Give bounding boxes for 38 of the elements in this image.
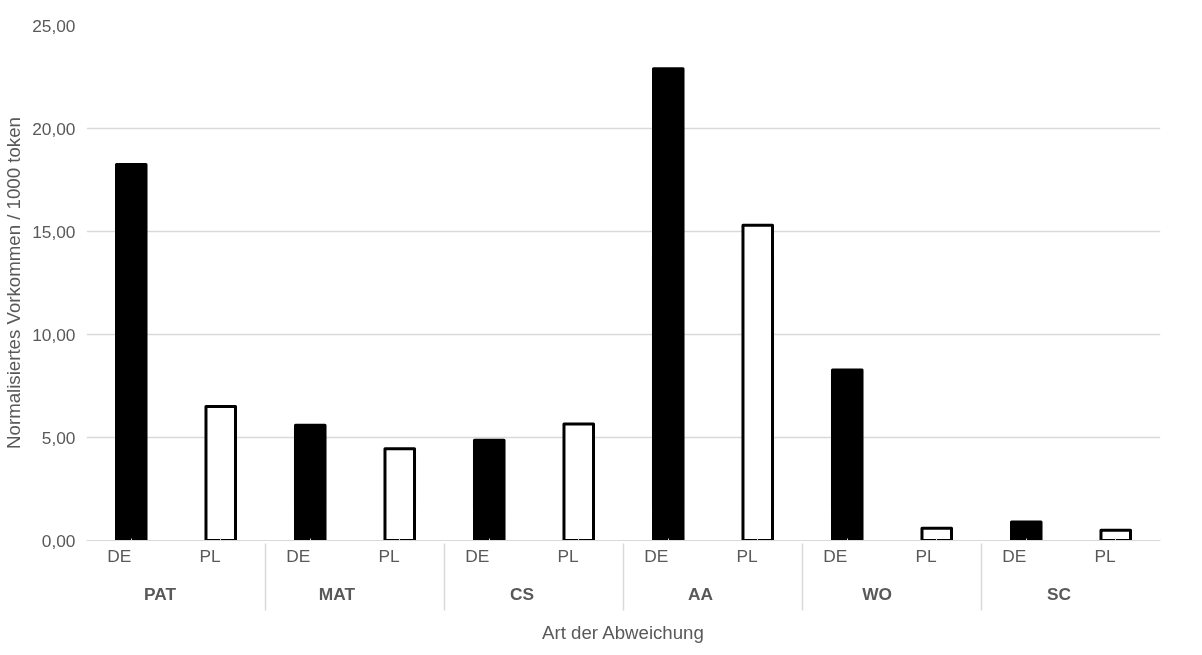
bar <box>383 447 417 541</box>
bar <box>920 526 954 541</box>
text: PL <box>1094 545 1116 566</box>
bar <box>114 163 148 541</box>
bar <box>830 368 864 541</box>
text: DE <box>465 545 490 566</box>
bar <box>1009 520 1043 541</box>
text: DE <box>286 545 311 566</box>
series-label: DE <box>107 545 132 566</box>
x-tick-label: PAT <box>143 583 177 604</box>
y-tick-label: 25,00 <box>32 15 76 36</box>
x-tick-label: MAT <box>318 583 356 604</box>
bar <box>204 405 238 541</box>
y-axis-title: Normalisiertes Vorkommen / 1000 token <box>3 117 25 449</box>
x-tick-label: SC <box>1046 583 1072 604</box>
text: PL <box>378 545 400 566</box>
y-tick-label: 5,00 <box>41 427 76 448</box>
bar <box>562 422 596 541</box>
x-tick-label: AA <box>687 583 714 604</box>
text: PL <box>915 545 937 566</box>
x-axis-title: Art der Abweichung <box>542 621 704 643</box>
y-tick-label: 20,00 <box>32 118 76 139</box>
text: DE <box>823 545 848 566</box>
text: PL <box>736 545 758 566</box>
y-tick-label: 15,00 <box>32 221 76 242</box>
y-tick-label: 0,00 <box>41 530 76 551</box>
series-label: PL <box>199 545 222 566</box>
text: DE <box>644 545 669 566</box>
bar <box>1099 528 1133 541</box>
text: PL <box>557 545 579 566</box>
text: DE <box>1002 545 1027 566</box>
bar <box>472 438 506 541</box>
bar <box>741 223 775 541</box>
x-tick-label: WO <box>862 583 893 604</box>
y-tick-label: 10,00 <box>32 324 76 345</box>
x-tick-label: CS <box>509 583 535 604</box>
bar <box>651 67 685 541</box>
bar <box>293 423 327 541</box>
